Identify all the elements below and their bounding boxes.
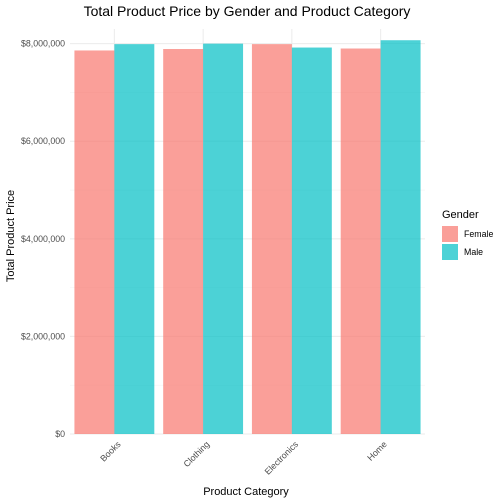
legend-title: Gender [442, 209, 479, 221]
bars [74, 40, 421, 435]
legend-label-female: Female [464, 229, 493, 239]
bar-female-home [340, 48, 381, 435]
y-tick-label: $0 [55, 429, 65, 439]
bar-female-books [74, 50, 115, 434]
bar-male-books [114, 44, 155, 435]
x-tick-label: Books [98, 439, 123, 464]
x-tick-label: Electronics [263, 439, 301, 477]
x-axis-ticks: Books Clothing Electronics Home [98, 439, 389, 477]
bar-male-clothing [203, 43, 244, 435]
y-tick-label: $2,000,000 [21, 331, 65, 341]
y-axis-title: Total Product Price [5, 190, 17, 282]
legend-label-male: Male [464, 247, 483, 257]
y-tick-label: $8,000,000 [21, 39, 65, 49]
bar-male-home [380, 40, 421, 434]
chart-title: Total Product Price by Gender and Produc… [84, 3, 411, 19]
bar-female-clothing [163, 49, 204, 435]
legend-swatch-female [442, 226, 458, 242]
x-tick-label: Clothing [181, 439, 211, 469]
y-tick-label: $4,000,000 [21, 234, 65, 244]
x-axis-title: Product Category [203, 486, 289, 498]
y-axis-ticks: $0 $2,000,000 $4,000,000 $6,000,000 $8,000,0… [21, 39, 65, 439]
bar-male-electronics [291, 47, 332, 434]
y-tick-label: $6,000,000 [21, 136, 65, 146]
legend-swatch-male [442, 244, 458, 260]
x-tick-label: Home [365, 439, 389, 463]
bar-female-electronics [251, 44, 292, 435]
legend: Gender Female Male [442, 209, 493, 260]
